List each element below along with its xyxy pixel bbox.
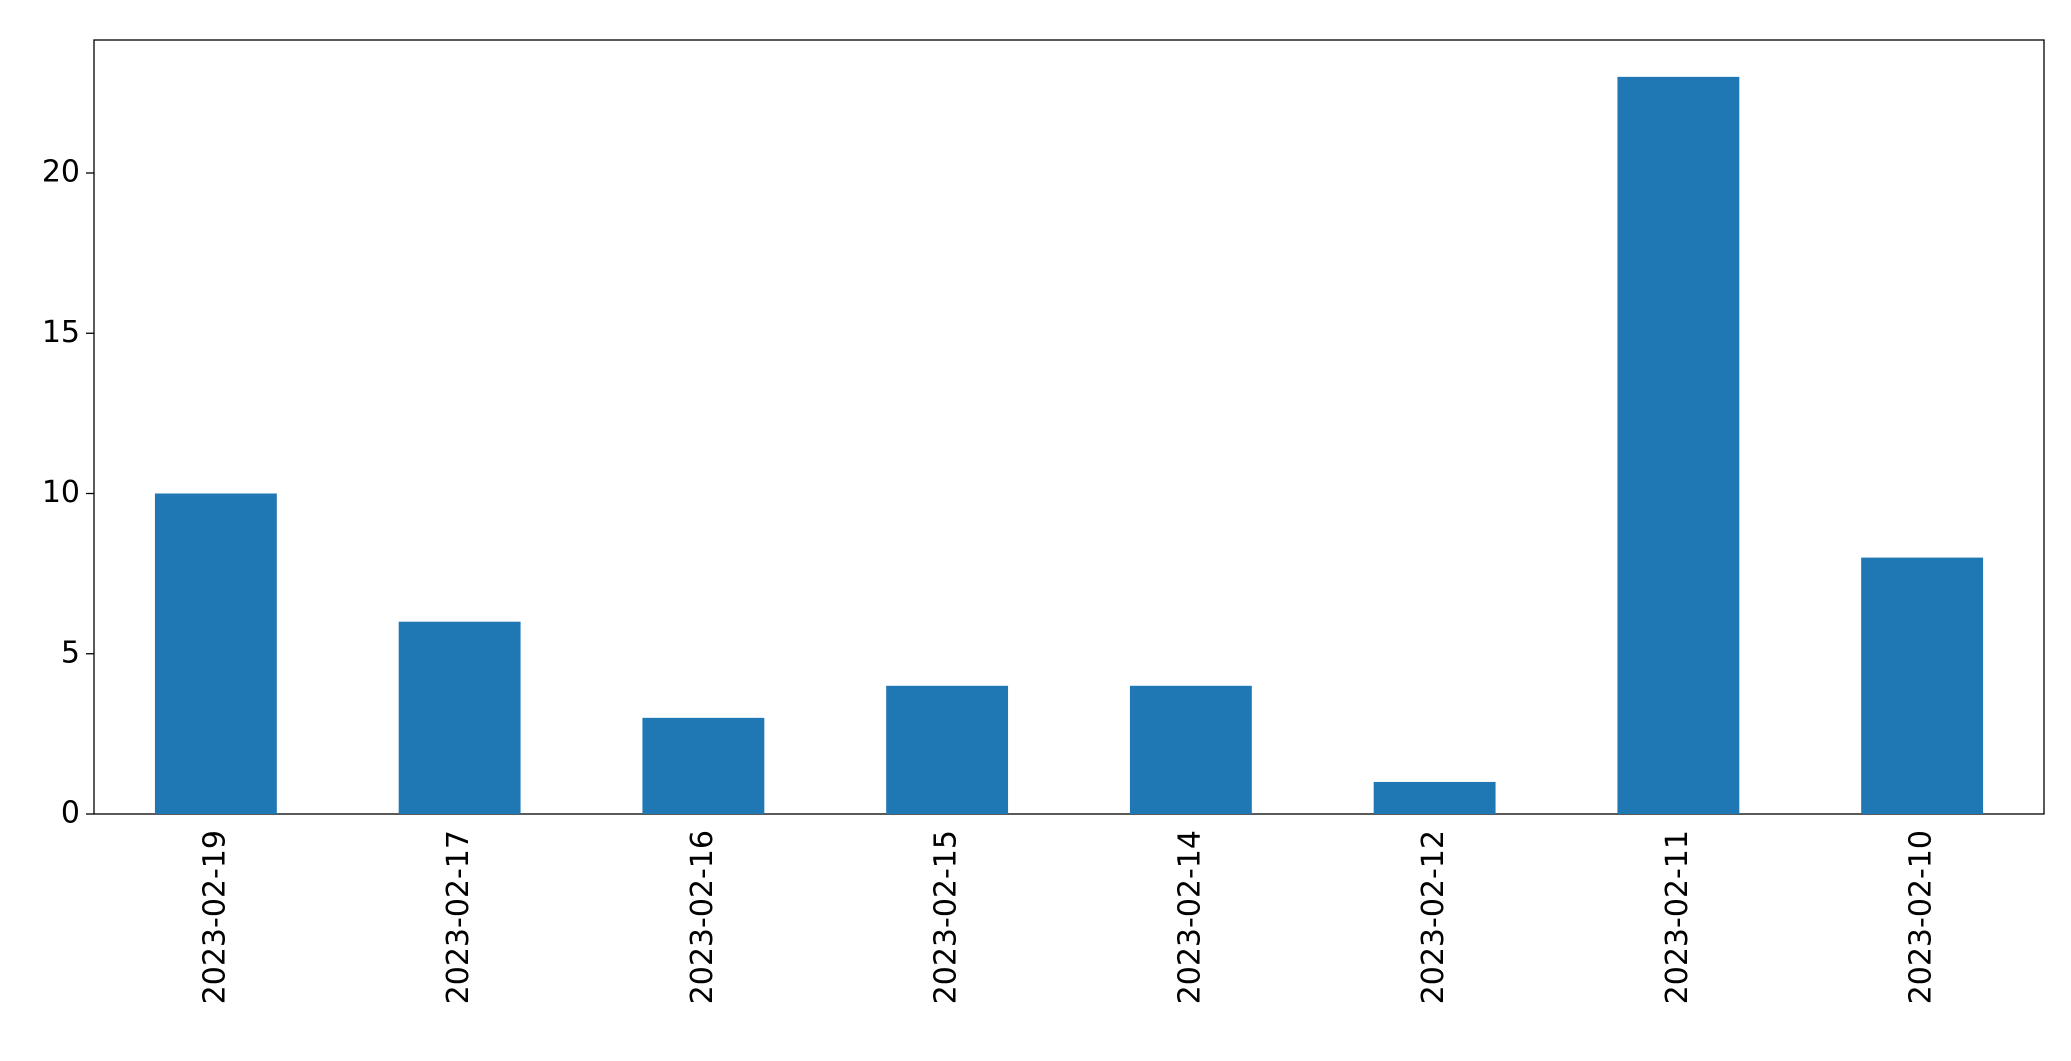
x-tick-label: 2023-02-17 xyxy=(441,830,476,1004)
x-tick-label: 2023-02-16 xyxy=(685,830,720,1004)
plot-frame xyxy=(93,39,2045,815)
y-tick-label: 15 xyxy=(42,315,80,350)
bar xyxy=(1861,557,1984,814)
bar xyxy=(154,493,277,814)
x-tick-label: 2023-02-12 xyxy=(1416,830,1451,1004)
x-tick-label: 2023-02-11 xyxy=(1660,830,1695,1004)
y-tick-label: 5 xyxy=(61,635,80,670)
bar xyxy=(1617,76,1740,815)
x-tick-label: 2023-02-14 xyxy=(1172,830,1207,1004)
x-tick-label: 2023-02-19 xyxy=(197,830,232,1004)
bar xyxy=(642,717,765,814)
x-tick-label: 2023-02-10 xyxy=(1904,830,1939,1004)
y-tick-label: 0 xyxy=(61,796,80,831)
bar xyxy=(398,621,521,814)
bar xyxy=(1373,781,1496,814)
bar xyxy=(1129,685,1252,814)
y-tick-label: 20 xyxy=(42,155,80,190)
x-tick-label: 2023-02-15 xyxy=(929,830,964,1004)
y-tick-label: 10 xyxy=(42,475,80,510)
bar xyxy=(886,685,1009,814)
